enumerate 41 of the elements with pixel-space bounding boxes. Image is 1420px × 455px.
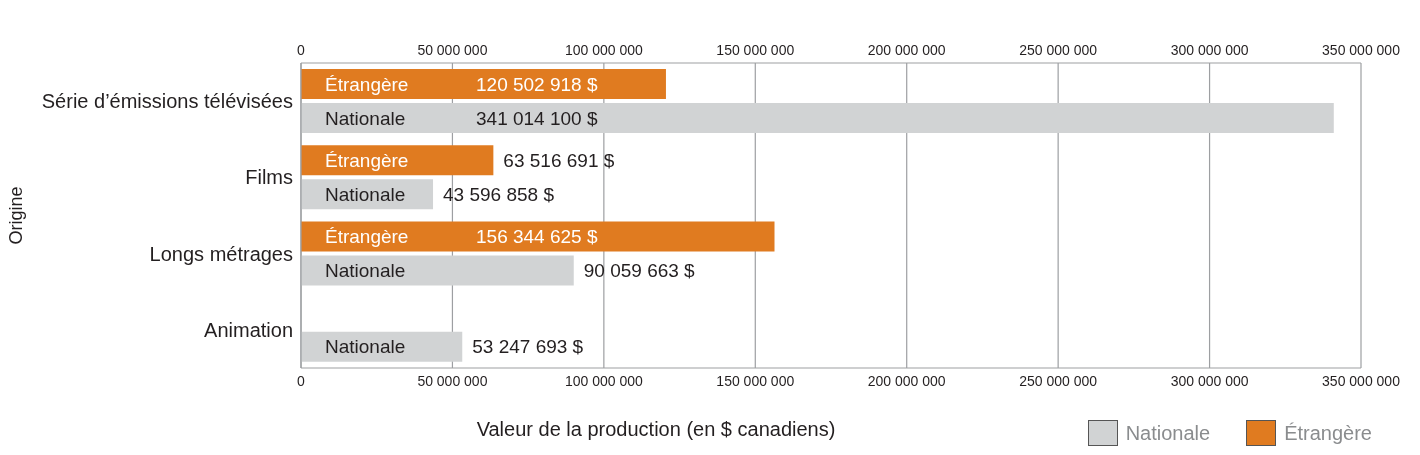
legend-label: Nationale xyxy=(1125,421,1211,445)
x2-tick-label: 50 000 000 xyxy=(417,42,488,58)
x2-tick-label: 200 000 000 xyxy=(867,42,946,58)
x-tick-label: 300 000 000 xyxy=(1170,372,1249,389)
text: Étrangère xyxy=(325,73,409,95)
bar xyxy=(301,103,1334,133)
text: Étrangère xyxy=(325,226,409,248)
text: Nationale xyxy=(325,107,406,129)
data-label: 156 344 625 $ xyxy=(476,226,598,248)
x2-tick-label: 0 xyxy=(297,42,306,58)
data-label: 63 516 691 $ xyxy=(503,149,615,171)
text: Nationale xyxy=(325,336,406,358)
x2-tick-label: 100 000 000 xyxy=(564,42,643,58)
x2-tick-label: 350 000 000 xyxy=(1322,42,1401,58)
data-label: 120 502 918 $ xyxy=(476,73,598,95)
text: Étrangère xyxy=(325,149,409,171)
data-label: 53 247 693 $ xyxy=(472,336,584,358)
x-tick-label: 200 000 000 xyxy=(867,372,946,389)
bar xyxy=(301,221,775,252)
x2-tick-label: 150 000 000 xyxy=(716,42,795,58)
text: Nationale xyxy=(325,183,406,205)
x-tick-label: 350 000 000 xyxy=(1322,372,1401,389)
x2-tick-label: 250 000 000 xyxy=(1019,42,1098,58)
y-axis-title: Origine xyxy=(6,186,27,245)
data-label: 43 596 858 $ xyxy=(443,183,555,205)
y-tick-label: Longs métrages xyxy=(149,242,293,265)
x-axis-title: Valeur de la production (en $ canadiens) xyxy=(476,418,836,440)
y-tick-label: Films xyxy=(245,166,293,189)
x2-tick-label: 300 000 000 xyxy=(1170,42,1249,58)
x-tick-label: 0 xyxy=(297,372,306,389)
legend-label: Étrangère xyxy=(1284,421,1372,445)
data-label: 90 059 663 $ xyxy=(583,260,696,282)
y-tick-label: Série d’émissions télévisées xyxy=(41,90,293,113)
data-label: 341 014 100 $ xyxy=(476,107,598,129)
x-tick-label: 50 000 000 xyxy=(417,372,488,389)
text: Nationale xyxy=(325,260,406,282)
x-tick-label: 100 000 000 xyxy=(564,372,643,389)
bar xyxy=(301,255,574,286)
x-tick-label: 150 000 000 xyxy=(716,372,795,389)
x-tick-label: 250 000 000 xyxy=(1019,372,1098,389)
y-tick-label: Animation xyxy=(204,318,293,341)
